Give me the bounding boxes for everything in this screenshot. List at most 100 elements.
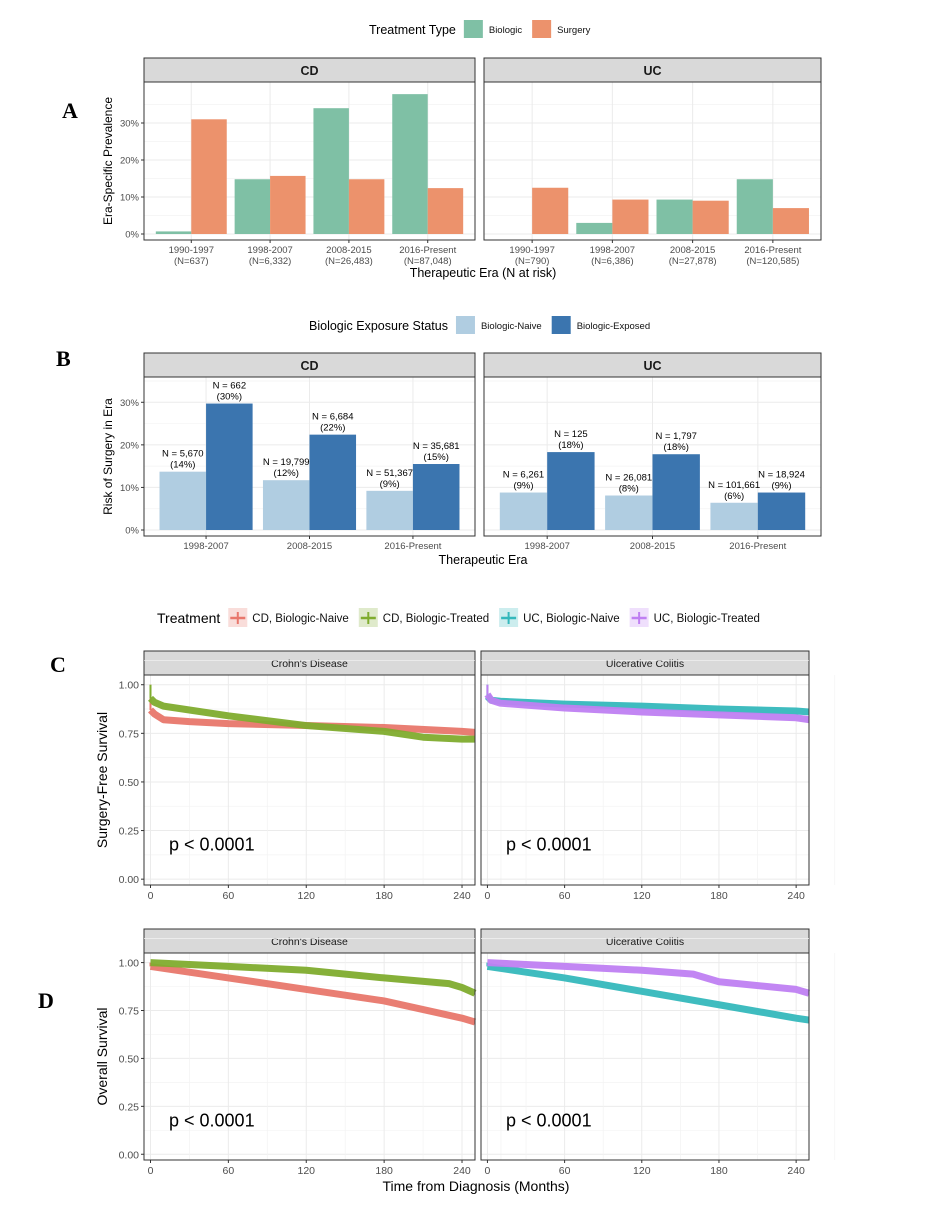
bar xyxy=(772,208,809,234)
y-axis-title: Risk of Surgery in Era xyxy=(101,398,115,515)
data-label-pct: (18%) xyxy=(558,440,583,451)
facet-uc: UCN = 6,261(9%)N = 26,081(8%) N = 101,661… xyxy=(483,352,822,552)
survival-curve xyxy=(487,959,810,997)
x-tick-label: 240 xyxy=(453,1165,471,1177)
p-value-annotation: p < 0.0001 xyxy=(169,835,255,855)
x-tick-label-n: (N=790) xyxy=(515,256,550,267)
panel-border xyxy=(143,674,476,886)
legend-label: Surgery xyxy=(557,25,591,36)
legend-A: Treatment Type Biologic Surgery xyxy=(369,20,591,38)
x-tick-label: 2008-2015 xyxy=(287,541,332,552)
data-label-n: N = 6,261 xyxy=(503,470,544,481)
facet-title: UC xyxy=(643,64,661,78)
y-tick-label: 0.50 xyxy=(119,777,140,789)
y-tick-label: 20% xyxy=(120,440,140,451)
data-label-n: N = 101,661 xyxy=(708,480,760,491)
facet-strip xyxy=(143,928,476,954)
x-tick-label-n: (N=26,483) xyxy=(325,256,373,267)
y-tick-label: 0.25 xyxy=(119,1101,140,1113)
x-tick-label-n: (N=6,386) xyxy=(591,256,634,267)
bar xyxy=(159,471,207,530)
bar xyxy=(392,94,428,234)
legend-item: UC, Biologic-Naive xyxy=(499,608,620,627)
legend-item: Biologic xyxy=(463,20,522,38)
bar xyxy=(710,502,758,530)
panel-letter-D: D xyxy=(38,988,54,1013)
facet-uc: UC 1990-1997(N=790) 1998-2007(N=6,386) 2008… xyxy=(483,57,822,267)
y-tick-label: 0.25 xyxy=(119,826,140,838)
x-tick-label: 2008-2015 xyxy=(326,245,371,256)
x-tick-label: 120 xyxy=(297,1165,315,1177)
y-axis-title: Overall Survival xyxy=(94,1007,110,1105)
x-tick-label: 60 xyxy=(223,1165,235,1177)
panel-border xyxy=(143,81,476,241)
data-label-pct: (8%) xyxy=(619,484,639,495)
data-label-n: N = 1,797 xyxy=(655,431,696,442)
panel-letter-C: C xyxy=(50,652,66,677)
bar xyxy=(309,434,357,530)
x-tick-label: 2016-Present xyxy=(399,245,456,256)
legend-C: Treatment CD, Biologic-Naive CD, Biologic-… xyxy=(157,608,760,627)
x-tick-label-n: (N=637) xyxy=(174,256,209,267)
bar xyxy=(270,175,306,234)
x-tick-label-n: (N=27,878) xyxy=(669,256,717,267)
facet-cd: CD 1990-1997(N=637) 1998-2007(N=6,332) 2008… xyxy=(120,57,476,267)
bar xyxy=(191,119,227,234)
legend-B: Biologic Exposure Status Biologic-Naive Bi… xyxy=(309,316,650,334)
y-tick-label: 0.00 xyxy=(119,874,140,886)
y-tick-label: 0% xyxy=(125,230,139,241)
bar xyxy=(366,490,413,530)
y-axis-title: Surgery-Free Survival xyxy=(94,712,110,848)
y-tick-label: 10% xyxy=(120,483,140,494)
bar xyxy=(576,222,613,234)
survival-curve xyxy=(148,695,475,743)
legend-item: Biologic-Exposed xyxy=(551,316,650,334)
survival-curve xyxy=(484,692,810,724)
legend-item: CD, Biologic-Naive xyxy=(228,608,349,627)
bar xyxy=(155,231,192,234)
x-tick-label: 180 xyxy=(710,1165,728,1177)
x-tick-label: 2008-2015 xyxy=(670,245,715,256)
p-value-annotation: p < 0.0001 xyxy=(506,835,592,855)
panel-border xyxy=(480,952,810,1161)
data-label-n: N = 18,924 xyxy=(758,470,805,481)
x-tick-label: 2016-Present xyxy=(744,245,801,256)
x-tick-label: 1998-2007 xyxy=(183,541,228,552)
data-label-n: N = 5,670 xyxy=(162,449,203,460)
data-label-n: N = 662 xyxy=(213,381,247,392)
bar xyxy=(652,454,700,530)
x-tick-label-n: (N=87,048) xyxy=(404,256,452,267)
legend-key xyxy=(532,20,552,38)
data-label-n: N = 125 xyxy=(554,429,588,440)
x-tick-label: 60 xyxy=(223,890,235,902)
facet-crohn-s-disease: Crohn's Disease p < 0.0001 0 60 120 180 240 0.0… xyxy=(119,650,502,902)
facet-strip xyxy=(483,352,822,378)
y-tick-label: 0.50 xyxy=(119,1053,140,1065)
legend-label: UC, Biologic-Naive xyxy=(523,613,620,625)
data-label-n: N = 6,684 xyxy=(312,412,353,423)
y-tick-label: 30% xyxy=(120,119,140,130)
y-tick-label: 20% xyxy=(120,156,140,167)
x-tick-label: 120 xyxy=(633,1165,651,1177)
facet-strip xyxy=(143,352,476,378)
bar xyxy=(736,179,773,234)
data-label-n: N = 35,681 xyxy=(413,441,460,452)
x-axis-title: Therapeutic Era xyxy=(439,553,528,567)
bar xyxy=(757,492,806,530)
p-value-annotation: p < 0.0001 xyxy=(169,1110,255,1130)
facet-crohn-s-disease: Crohn's Disease p < 0.0001 0 60 120 180 240 0.0… xyxy=(119,928,502,1177)
bar xyxy=(427,188,464,234)
y-tick-label: 1.00 xyxy=(119,680,140,692)
data-label-pct: (9%) xyxy=(771,481,791,492)
x-tick-label: 2016-Present xyxy=(384,541,441,552)
legend-label: CD, Biologic-Treated xyxy=(383,613,489,625)
legend-title: Treatment xyxy=(157,610,220,626)
x-tick-label: 0 xyxy=(148,1165,154,1177)
bar xyxy=(532,187,569,234)
panel-border xyxy=(480,674,810,886)
legend-title: Treatment Type xyxy=(369,23,456,37)
x-tick-label: 120 xyxy=(297,890,315,902)
x-tick-label: 60 xyxy=(559,890,571,902)
x-axis-title: Time from Diagnosis (Months) xyxy=(383,1178,570,1194)
